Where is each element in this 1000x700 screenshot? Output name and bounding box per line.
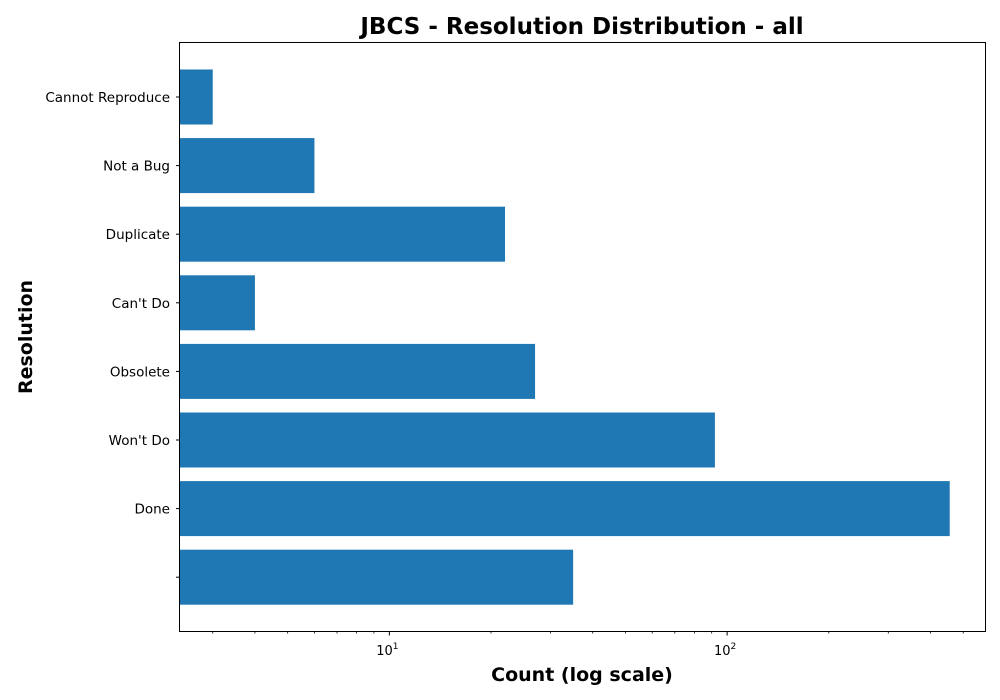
x-axis-ticks: 101 102 — [212, 631, 964, 659]
y-tick-label: Won't Do — [109, 433, 170, 449]
x-tick-label: 102 — [714, 642, 736, 659]
bar-not-a-bug — [180, 138, 315, 194]
y-tick-label: Duplicate — [106, 227, 170, 243]
y-tick-label: Not a Bug — [103, 159, 170, 175]
bar-duplicate — [180, 206, 506, 262]
plot-frame — [179, 42, 986, 632]
x-axis-title: Count (log scale) — [491, 664, 673, 686]
y-axis-ticks: Cannot Reproduce Not a Bug Duplicate Can't … — [45, 90, 180, 578]
y-tick-label: Can't Do — [112, 296, 170, 312]
bar-obsolete — [180, 343, 536, 399]
y-tick-label: Obsolete — [110, 364, 170, 380]
y-tick-label: Done — [134, 502, 170, 518]
y-tick-label: Cannot Reproduce — [45, 90, 170, 106]
bar-unlabeled — [180, 549, 574, 605]
chart-title: JBCS - Resolution Distribution - all — [358, 14, 803, 40]
bar-done — [180, 481, 950, 537]
bar-can-t-do — [180, 275, 255, 331]
bars-group — [180, 69, 950, 605]
y-axis-title: Resolution — [15, 280, 37, 394]
bar-won-t-do — [180, 412, 715, 468]
x-tick-label: 101 — [376, 642, 398, 659]
bar-cannot-reproduce — [180, 69, 213, 125]
